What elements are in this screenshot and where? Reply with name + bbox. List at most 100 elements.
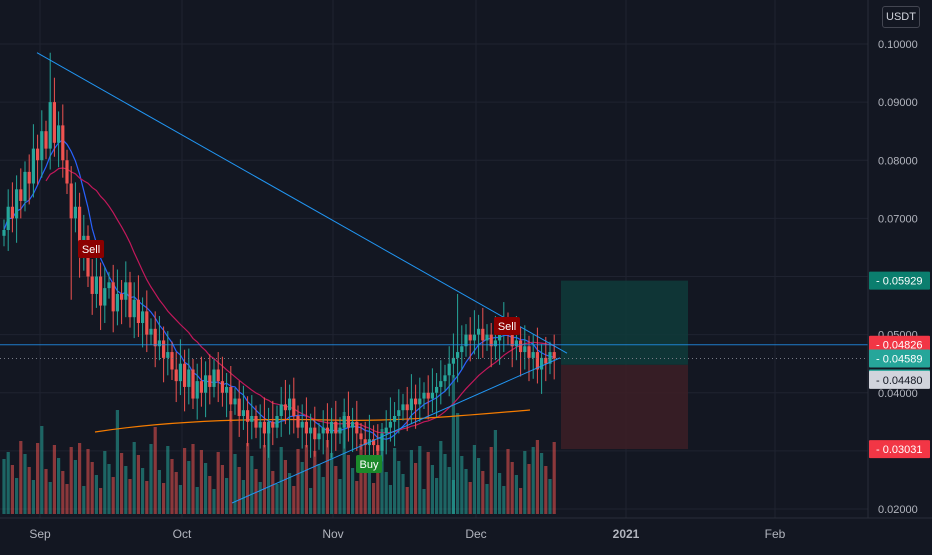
sell-signal-label: Sell — [498, 321, 516, 333]
candle-body-down — [510, 334, 514, 347]
volume-bar — [338, 479, 342, 514]
volume-bar — [183, 448, 187, 514]
candle-body-down — [65, 160, 69, 184]
volume-bar — [187, 461, 191, 514]
target-price-tag — [869, 271, 930, 290]
volume-bar — [477, 458, 481, 514]
volume-bar — [254, 469, 258, 514]
volume-bar — [325, 440, 329, 514]
time-axis-panel[interactable] — [0, 518, 932, 550]
volume-bar — [124, 466, 128, 514]
candle-body-up — [531, 352, 535, 358]
last-price-tag — [869, 349, 930, 368]
candle-body-up — [321, 427, 325, 434]
candle-body-up — [472, 334, 476, 341]
candle-body-up — [409, 398, 413, 411]
candle-body-down — [111, 282, 115, 312]
volume-bar — [212, 489, 216, 514]
volume-bar — [52, 445, 56, 514]
price-axis-labels: - 0.05929- 0.04826- 0.0458902:57:30- 0.0… — [869, 271, 930, 459]
candle-body-down — [468, 334, 472, 341]
candle-body-down — [544, 357, 548, 364]
volume-bar — [199, 450, 203, 514]
candle-body-up — [241, 410, 245, 416]
candle-body-up — [338, 427, 342, 434]
level-price-tag — [869, 335, 930, 354]
volume-bar — [225, 478, 229, 514]
volume-bar — [23, 454, 27, 514]
volume-bar — [468, 482, 472, 514]
candle-body-up — [418, 398, 422, 405]
volume-bar — [384, 472, 388, 514]
volume-bar — [73, 460, 77, 514]
candle-body-up — [493, 340, 497, 347]
stop-price-tag — [869, 440, 930, 459]
volume-bar — [267, 428, 271, 514]
candle-body-down — [27, 171, 31, 184]
candle-body-up — [187, 369, 191, 387]
candle-body-down — [363, 439, 367, 446]
candle-body-up — [435, 386, 439, 393]
candle-body-up — [212, 369, 216, 387]
candle-body-up — [397, 410, 401, 416]
volume-bar — [481, 471, 485, 514]
candle-body-down — [90, 276, 94, 294]
volume-bar — [208, 476, 212, 514]
volume-bar — [527, 464, 531, 514]
candle-body-up — [258, 421, 262, 428]
volume-bar — [90, 462, 94, 514]
volume-bar — [174, 472, 178, 514]
buy-signal-box — [356, 455, 382, 473]
candle-body-up — [250, 416, 254, 422]
candle-body-up — [141, 311, 145, 323]
volume-bar — [262, 445, 266, 514]
volume-bar — [229, 411, 233, 514]
volume-bar — [330, 453, 334, 514]
volume-bar — [279, 447, 283, 514]
time-tick-label: 2021 — [613, 527, 640, 541]
candle-body-up — [523, 346, 527, 353]
volume-bar — [460, 456, 464, 514]
candle-body-down — [519, 340, 523, 353]
candle-body-down — [229, 386, 233, 405]
drawn-lines[interactable] — [0, 52, 868, 504]
volume-bar — [485, 484, 489, 514]
candle-body-up — [330, 421, 334, 434]
candle-body-up — [447, 363, 451, 376]
volume-bar — [548, 479, 552, 514]
candle-body-up — [94, 276, 98, 294]
volume-bar — [191, 444, 195, 514]
candle-body-up — [288, 398, 292, 411]
volume-bar — [149, 444, 153, 514]
volume-bar — [430, 465, 434, 514]
candle-body-up — [275, 416, 279, 428]
volume-bar — [426, 452, 430, 514]
candle-body-up — [157, 340, 161, 347]
candle-body-up — [300, 421, 304, 428]
currency-button[interactable]: USDT — [882, 6, 920, 28]
volume-bar — [351, 468, 355, 514]
entry-price-text: - 0.04480 — [876, 375, 922, 387]
candle-body-down — [191, 369, 195, 399]
time-axis-ticks: Sep Oct Nov Dec 2021 Feb — [29, 527, 785, 541]
volume-bar — [435, 478, 439, 514]
candle-body-down — [136, 299, 140, 323]
candle-body-down — [271, 421, 275, 428]
volume-bar — [296, 449, 300, 514]
candle-body-down — [61, 125, 65, 161]
time-tick-label: Dec — [465, 527, 486, 541]
candle-body-up — [31, 148, 35, 184]
candle-body-down — [355, 421, 359, 434]
volume-bar — [414, 463, 418, 514]
candle-body-down — [292, 398, 296, 416]
volume-bar — [94, 475, 98, 514]
candle-body-up — [443, 375, 447, 382]
volume-bar — [65, 484, 69, 514]
volume-bar — [506, 449, 510, 514]
buy-signal-label: Buy — [360, 459, 379, 471]
volume-bar — [250, 456, 254, 514]
volume-bar — [220, 465, 224, 514]
candle-body-up — [317, 433, 321, 440]
candle-body-up — [514, 340, 518, 347]
